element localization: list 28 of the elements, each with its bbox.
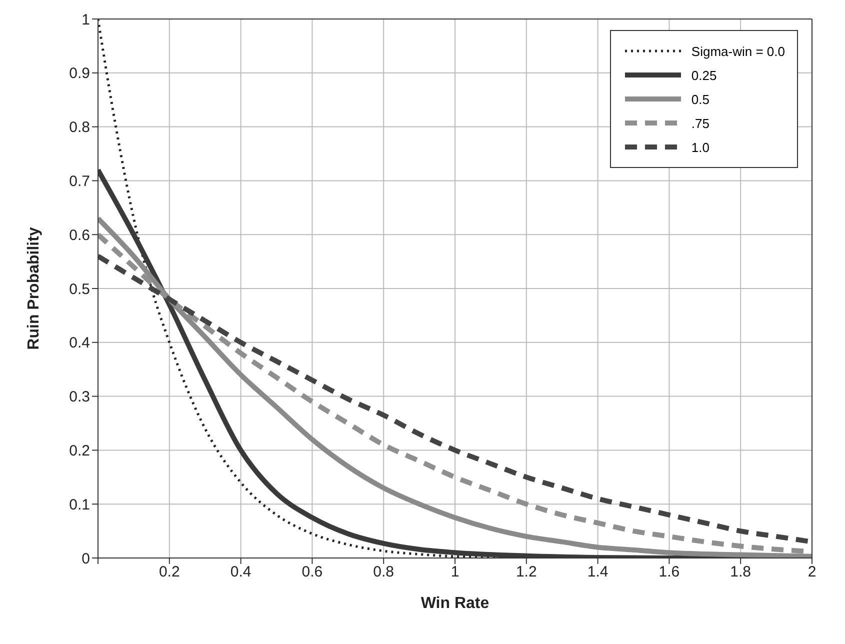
y-tick-label: 0.8 <box>69 119 90 136</box>
y-tick-label: 0.9 <box>69 65 90 82</box>
y-tick-label: 0.3 <box>69 388 90 406</box>
y-tick-label: 0.4 <box>69 334 90 352</box>
legend-label: 1.0 <box>691 140 710 154</box>
x-tick-label: 0.2 <box>158 564 180 581</box>
x-axis-title: Win Rate <box>420 595 490 612</box>
y-axis-title: Ruin Probability <box>26 227 43 350</box>
x-tick-label: 1 <box>450 564 460 581</box>
x-tick-label: 1.8 <box>730 564 752 581</box>
legend-label: 0.25 <box>691 68 717 82</box>
y-tick-label: 0.1 <box>69 496 90 514</box>
x-tick-label: 2 <box>808 564 816 581</box>
y-tick-label: 1 <box>82 11 90 28</box>
y-tick-label: 0.7 <box>69 173 90 190</box>
x-tick-label: 0.6 <box>302 564 323 581</box>
x-tick-label: 0.8 <box>373 564 394 581</box>
y-tick-label: 0.5 <box>69 280 90 298</box>
x-tick-label: 1.4 <box>587 564 608 581</box>
x-tick-label: 1.2 <box>516 564 537 581</box>
y-tick-label: 0.2 <box>69 442 90 460</box>
x-tick-label: 1.6 <box>658 564 680 581</box>
y-tick-label: 0.6 <box>69 226 90 244</box>
legend-label: 0.5 <box>691 92 710 106</box>
legend-label: Sigma-win = 0.0 <box>691 44 785 58</box>
legend-label: .75 <box>691 116 710 130</box>
y-tick-label: 0 <box>82 550 90 568</box>
x-tick-label: 0.4 <box>230 564 252 581</box>
